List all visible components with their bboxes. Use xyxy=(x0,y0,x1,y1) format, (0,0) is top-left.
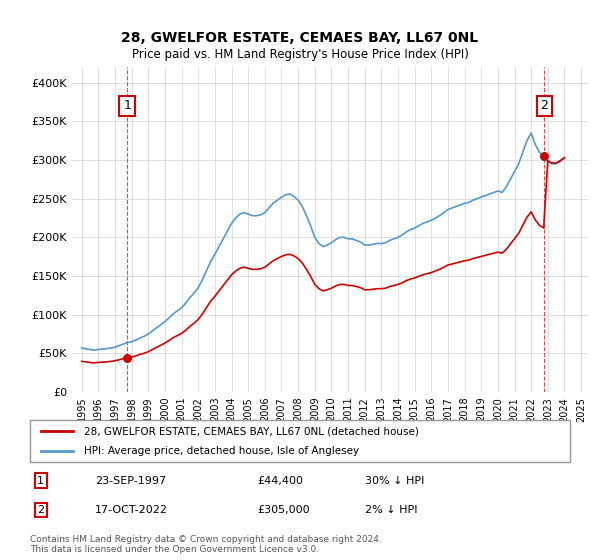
Text: 17-OCT-2022: 17-OCT-2022 xyxy=(95,505,168,515)
Text: 2% ↓ HPI: 2% ↓ HPI xyxy=(365,505,418,515)
Text: 1: 1 xyxy=(37,475,44,486)
Text: 23-SEP-1997: 23-SEP-1997 xyxy=(95,475,166,486)
Point xyxy=(539,152,549,161)
Text: £305,000: £305,000 xyxy=(257,505,310,515)
Text: 2: 2 xyxy=(37,505,44,515)
Text: Contains HM Land Registry data © Crown copyright and database right 2024.
This d: Contains HM Land Registry data © Crown c… xyxy=(30,535,382,554)
FancyBboxPatch shape xyxy=(30,420,570,462)
Text: 30% ↓ HPI: 30% ↓ HPI xyxy=(365,475,424,486)
Text: £44,400: £44,400 xyxy=(257,475,303,486)
Text: 28, GWELFOR ESTATE, CEMAES BAY, LL67 0NL: 28, GWELFOR ESTATE, CEMAES BAY, LL67 0NL xyxy=(121,31,479,45)
Point xyxy=(122,353,132,362)
Text: 28, GWELFOR ESTATE, CEMAES BAY, LL67 0NL (detached house): 28, GWELFOR ESTATE, CEMAES BAY, LL67 0NL… xyxy=(84,426,419,436)
Text: HPI: Average price, detached house, Isle of Anglesey: HPI: Average price, detached house, Isle… xyxy=(84,446,359,456)
Text: Price paid vs. HM Land Registry's House Price Index (HPI): Price paid vs. HM Land Registry's House … xyxy=(131,48,469,60)
Text: 2: 2 xyxy=(541,99,548,113)
Text: 1: 1 xyxy=(123,99,131,113)
